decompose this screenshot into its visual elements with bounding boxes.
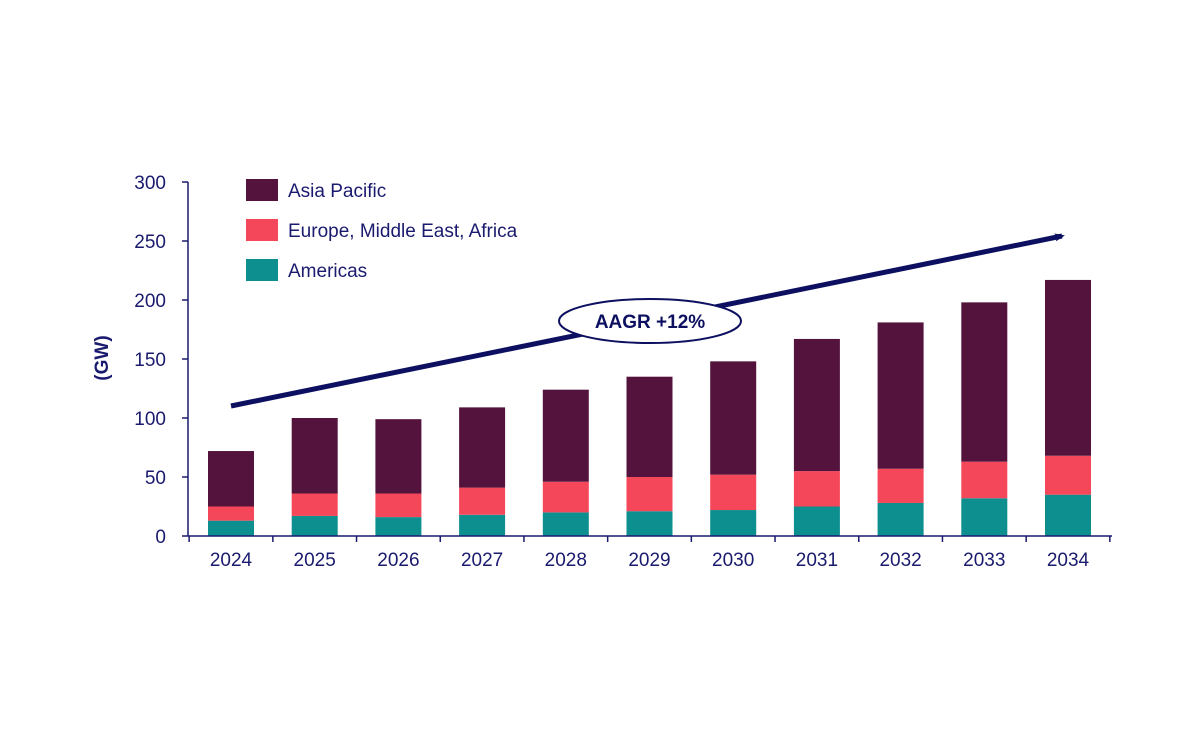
bar-segment-asia-pacific [459,407,506,488]
y-axis-label: (GW) [92,335,113,380]
bar-segment-americas [542,512,589,536]
trend-annotation: AAGR +12% [230,233,1065,409]
bar-segment-americas [375,517,422,536]
bar-segment-americas [626,511,673,536]
x-tick-label: 2028 [545,550,587,571]
aagr-label: AAGR +12% [595,312,705,333]
bar-segment-asia-pacific [375,419,422,494]
y-tick-label: 0 [155,527,166,548]
aagr-ellipse [558,298,742,344]
bar-segment-europe-middle-east-africa [208,506,254,521]
legend-label: Americas [288,261,367,282]
bar-segment-americas [291,515,338,536]
x-tick-label: 2026 [377,550,419,571]
bar-segment-europe-middle-east-africa [542,481,589,513]
x-tick-label: 2027 [461,550,503,571]
y-ticks-group: 0 50 100 150 200 250 300 [134,173,188,548]
bar-segment-asia-pacific [291,418,338,494]
bar-segment-americas [877,502,924,536]
bar-segment-europe-middle-east-africa [961,461,1008,499]
legend-swatch [246,179,278,201]
bars-group [208,279,1091,536]
bar-segment-europe-middle-east-africa [1045,455,1091,495]
bar-segment-asia-pacific [877,322,924,469]
x-tick-label: 2033 [963,550,1005,571]
bar-segment-europe-middle-east-africa [459,487,506,515]
bar-segment-europe-middle-east-africa [793,471,840,507]
x-tick-label: 2030 [712,550,754,571]
bar-segment-europe-middle-east-africa [877,468,924,503]
legend-label: Europe, Middle East, Africa [288,221,518,242]
legend-label: Asia Pacific [288,181,386,202]
legend-swatch [246,219,278,241]
bar-segment-americas [710,510,757,536]
bar-segment-europe-middle-east-africa [710,474,757,511]
bar-segment-americas [208,520,254,536]
bar-segment-americas [961,498,1008,536]
bar-segment-americas [459,514,506,536]
x-tick-label: 2032 [879,550,921,571]
x-tick-label: 2025 [294,550,336,571]
bar-segment-asia-pacific [208,451,254,507]
x-tick-label: 2024 [210,550,253,571]
x-tick-label: 2029 [628,550,670,571]
y-tick-label: 100 [134,409,166,430]
legend: Asia Pacific Europe, Middle East, Africa A… [246,179,518,282]
bar-segment-asia-pacific [793,338,840,472]
y-tick-label: 200 [134,291,166,312]
x-ticks-group: 2024 2025 2026 2027 2028 2029 2030 2031 2032 2033… [188,536,1111,571]
bar-segment-asia-pacific [961,302,1008,462]
y-tick-label: 300 [134,173,166,194]
bar-segment-asia-pacific [710,361,757,475]
bar-segment-asia-pacific [542,389,589,482]
y-tick-label: 50 [145,468,166,489]
y-tick-label: 150 [134,350,166,371]
y-tick-label: 250 [134,232,166,253]
x-tick-label: 2034 [1047,550,1090,571]
bar-segment-asia-pacific [1045,279,1091,456]
bar-segment-europe-middle-east-africa [291,493,338,516]
bar-segment-americas [793,506,840,536]
bar-segment-asia-pacific [626,376,673,477]
bar-segment-americas [1045,494,1091,536]
bar-segment-europe-middle-east-africa [375,493,422,518]
bar-segment-europe-middle-east-africa [626,477,673,512]
x-tick-label: 2031 [796,550,838,571]
legend-swatch [246,259,278,281]
